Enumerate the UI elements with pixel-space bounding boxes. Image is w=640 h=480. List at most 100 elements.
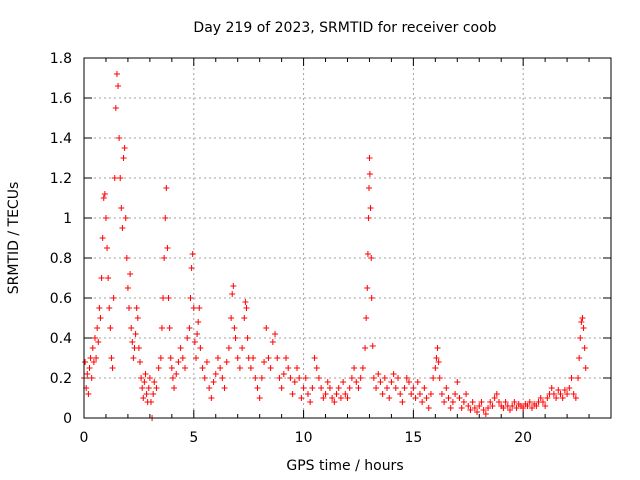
data-point <box>364 251 371 257</box>
data-point <box>296 375 303 381</box>
y-tick-label: 0 <box>63 411 72 427</box>
data-point <box>368 295 375 301</box>
data-point <box>357 375 364 381</box>
data-point <box>244 335 251 341</box>
data-point <box>85 391 92 397</box>
data-point <box>548 385 555 391</box>
data-point <box>520 405 527 411</box>
data-point <box>138 375 145 381</box>
data-point <box>478 399 485 405</box>
data-point <box>191 339 198 345</box>
data-point <box>318 385 325 391</box>
data-point <box>581 345 588 351</box>
data-point <box>132 331 139 337</box>
y-tick-label: 1.6 <box>50 91 72 107</box>
y-tick-label: 1 <box>63 211 72 227</box>
data-point <box>187 295 194 301</box>
data-point <box>384 385 391 391</box>
data-point <box>243 305 250 311</box>
data-point <box>575 375 582 381</box>
data-point <box>129 339 136 345</box>
data-point <box>94 325 101 331</box>
data-point <box>576 355 583 361</box>
data-point <box>189 251 196 257</box>
x-tick-label: 10 <box>295 430 313 446</box>
data-point <box>443 385 450 391</box>
data-point <box>121 145 128 151</box>
data-point <box>108 355 115 361</box>
data-point <box>229 291 236 297</box>
data-point <box>147 399 154 405</box>
data-point <box>254 385 261 391</box>
data-point <box>230 283 237 289</box>
data-point <box>533 403 540 409</box>
data-point <box>381 375 388 381</box>
data-point <box>90 359 97 365</box>
data-point <box>86 365 93 371</box>
data-point <box>126 305 133 311</box>
data-point <box>118 205 125 211</box>
data-point <box>313 365 320 371</box>
data-point <box>151 379 158 385</box>
data-point <box>355 385 362 391</box>
data-point <box>509 403 516 409</box>
data-point <box>403 375 410 381</box>
data-point <box>293 365 300 371</box>
data-point <box>102 215 109 221</box>
data-point <box>379 391 386 397</box>
data-point <box>368 255 375 261</box>
data-point <box>493 391 500 397</box>
data-point <box>196 305 203 311</box>
data-point <box>206 385 213 391</box>
y-tick-label: 1.2 <box>50 171 72 187</box>
data-point <box>217 365 224 371</box>
data-point <box>365 215 372 221</box>
data-point <box>463 391 470 397</box>
data-point <box>175 359 182 365</box>
data-point <box>405 379 412 385</box>
data-point <box>449 399 456 405</box>
data-point <box>160 295 167 301</box>
data-point <box>113 71 120 77</box>
data-point <box>128 325 135 331</box>
data-point <box>155 365 162 371</box>
data-point <box>395 375 402 381</box>
data-point <box>188 265 195 271</box>
data-point <box>95 339 102 345</box>
data-point <box>276 375 283 381</box>
data-point <box>423 395 430 401</box>
chart-title: Day 219 of 2023, SRMTID for receiver coo… <box>193 20 496 36</box>
data-point <box>366 155 373 161</box>
data-point <box>434 345 441 351</box>
data-point <box>283 355 290 361</box>
data-point <box>112 105 119 111</box>
data-point <box>445 395 452 401</box>
data-point <box>167 355 174 361</box>
y-axis-label: SRMTID / TECUs <box>6 182 22 295</box>
data-point <box>513 405 520 411</box>
data-point <box>122 215 129 221</box>
tick-labels: 0 5 10 15 20 0 0.2 0.4 0.6 0.8 1 1.2 1.4 1.6 1.8 <box>50 51 532 446</box>
y-tick-label: 1.8 <box>50 51 72 67</box>
data-point <box>359 365 366 371</box>
data-point <box>223 359 230 365</box>
data-point <box>582 365 589 371</box>
data-point <box>568 375 575 381</box>
data-point <box>322 391 329 397</box>
data-point <box>166 325 173 331</box>
data-point <box>115 83 122 89</box>
data-point <box>324 379 331 385</box>
data-point <box>485 405 492 411</box>
data-point <box>419 399 426 405</box>
data-point <box>346 385 353 391</box>
data-point <box>265 355 272 361</box>
data-point <box>100 195 107 201</box>
data-point <box>388 379 395 385</box>
data-point <box>110 295 117 301</box>
data-point <box>101 191 108 197</box>
data-point <box>280 371 287 377</box>
y-tick-label: 0.6 <box>50 291 72 307</box>
data-point <box>269 339 276 345</box>
data-point <box>375 371 382 377</box>
data-point <box>225 345 232 351</box>
